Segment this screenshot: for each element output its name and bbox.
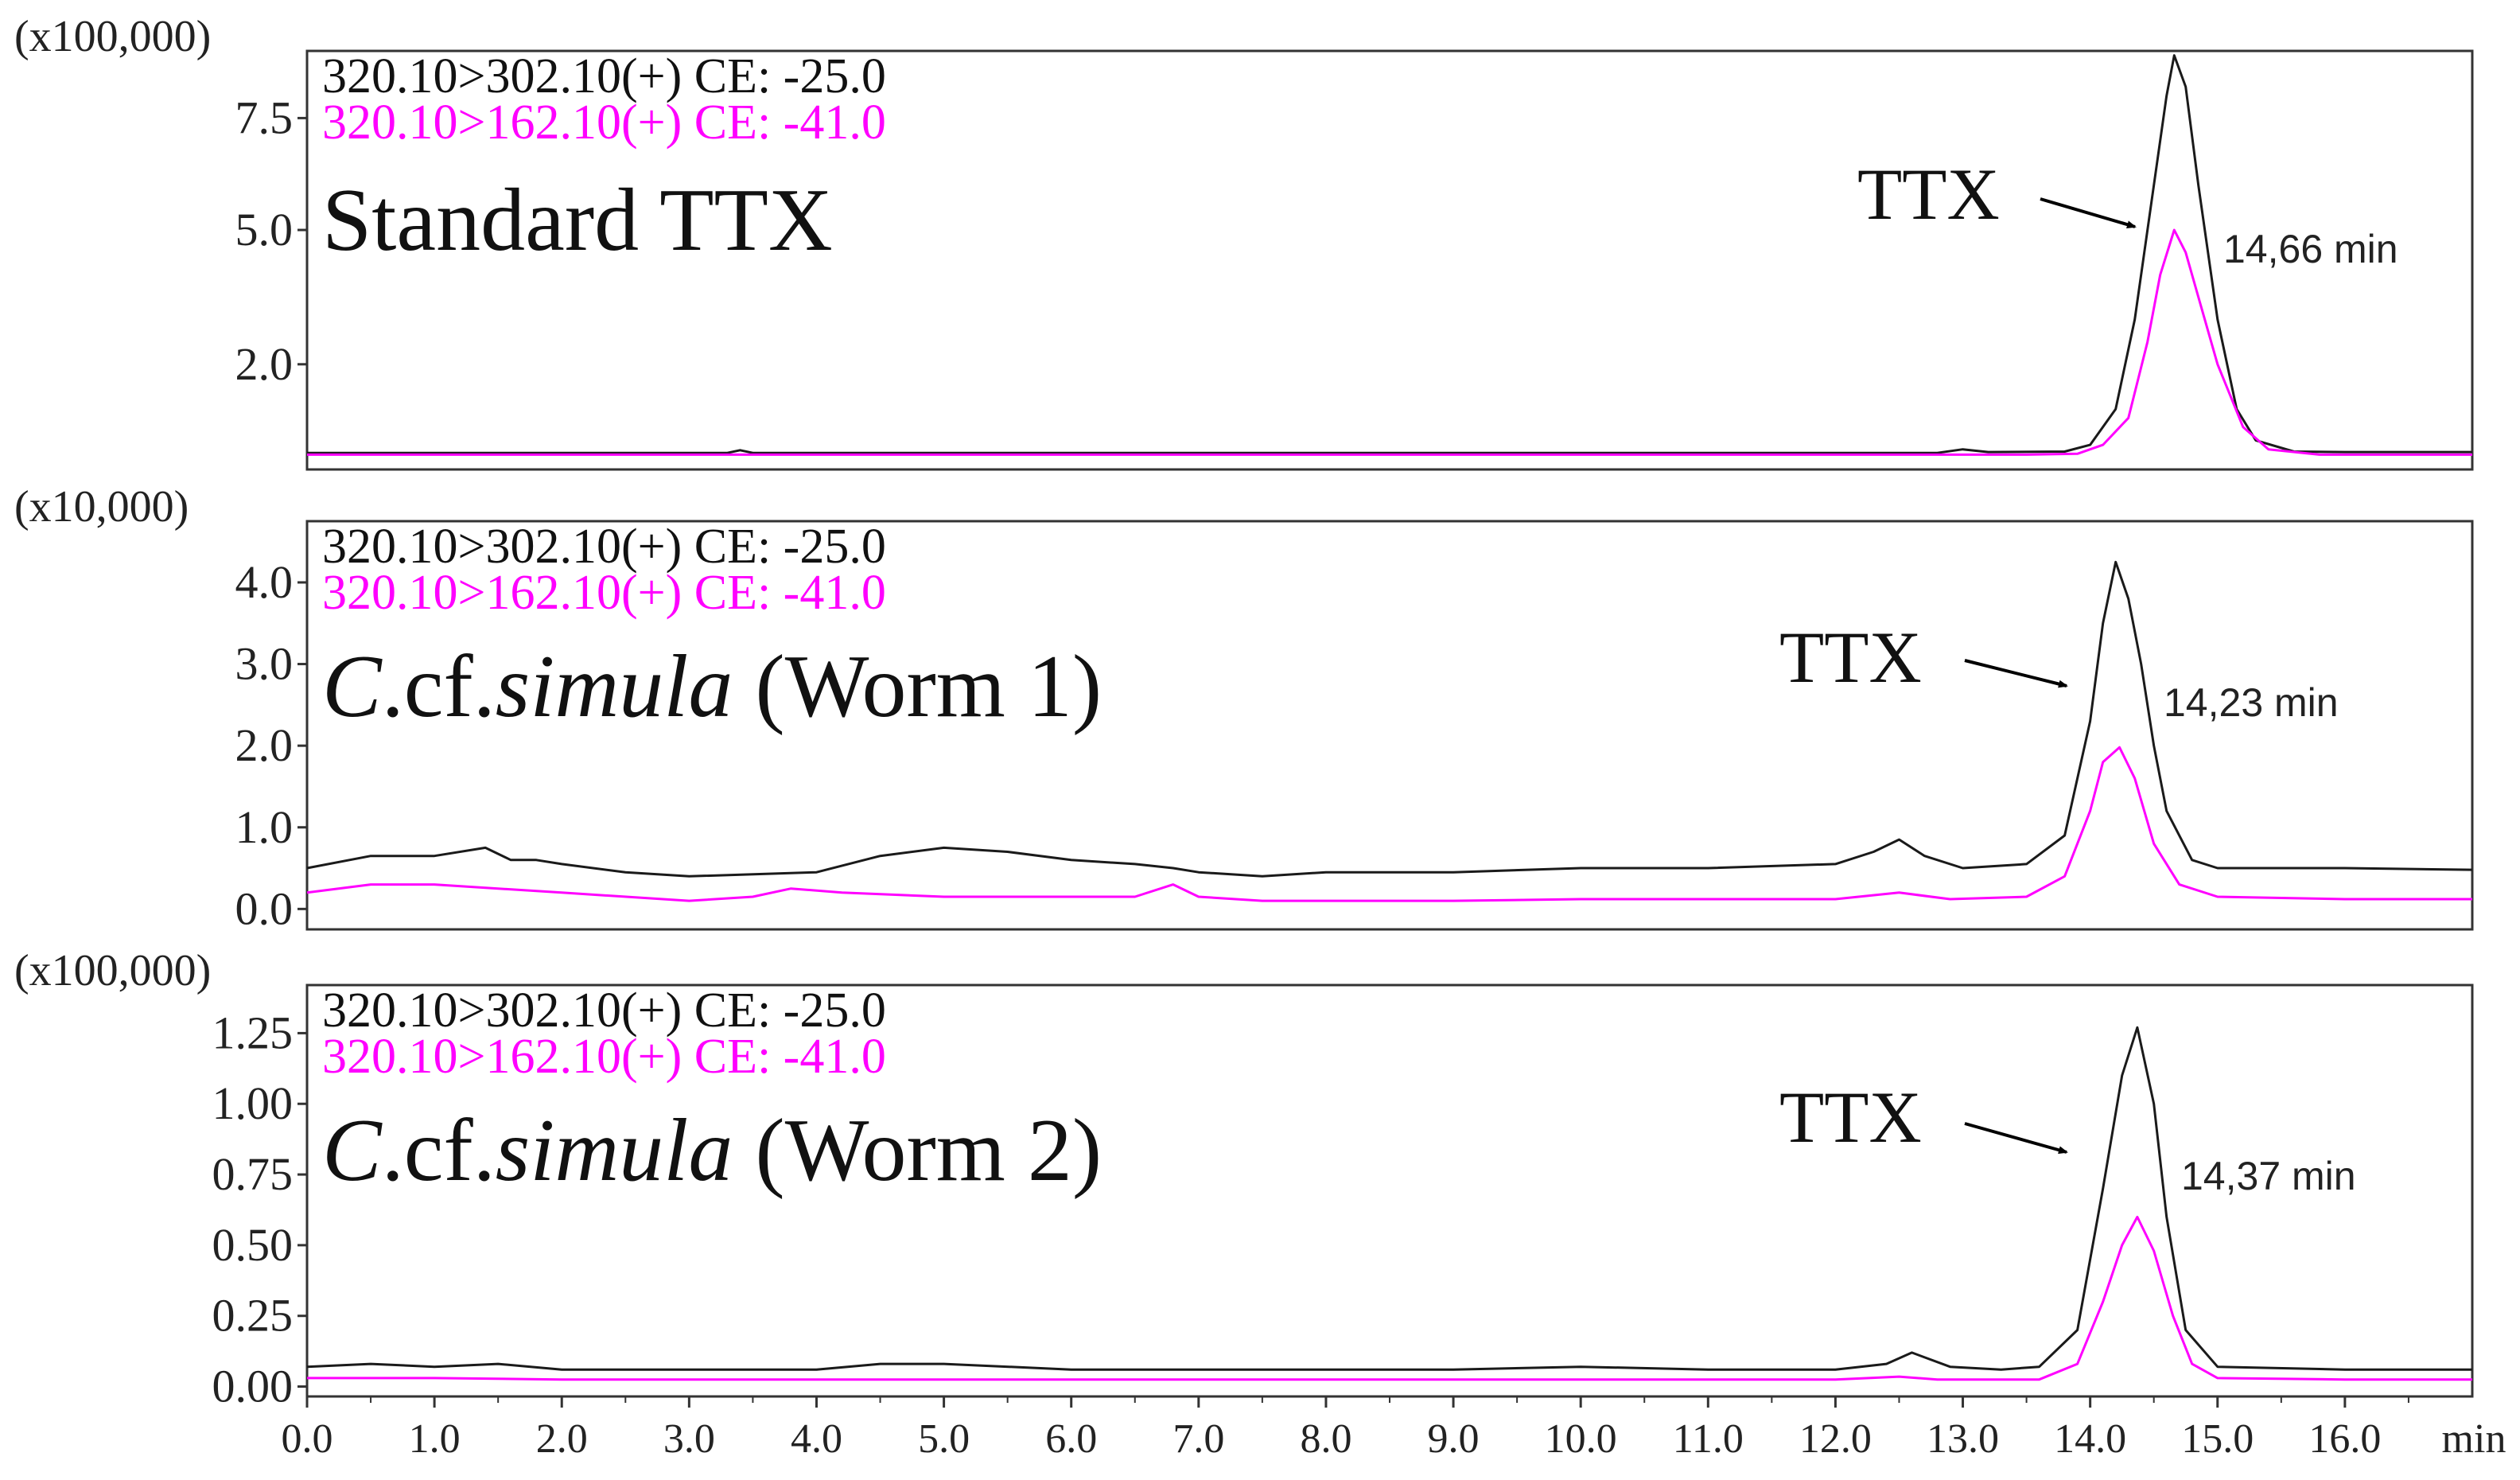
sample-label: C.cf.simula (Worm 2) — [322, 1101, 1102, 1200]
chromatogram-panel-3: (x100,000) 0.00 0.25 0.50 0.75 1.00 1.25 320.10… — [14, 946, 2474, 1412]
x-tick-label: 9.0 — [1428, 1416, 1480, 1462]
y-scale-label: (x100,000) — [14, 946, 211, 995]
peak-label: TTX — [1779, 617, 1922, 698]
x-tick-label: 13.0 — [1927, 1416, 1999, 1462]
x-tick-label: 15.0 — [2181, 1416, 2254, 1462]
legend-entry-302: 320.10>302.10(+) CE: -25.0 — [322, 49, 886, 103]
retention-time-label: 14,37 min — [2181, 1154, 2356, 1198]
y-tick-label: 1.00 — [212, 1077, 294, 1129]
x-tick-label: 5.0 — [918, 1416, 970, 1462]
legend-entry-302: 320.10>302.10(+) CE: -25.0 — [322, 983, 886, 1038]
x-tick-label: 8.0 — [1300, 1416, 1351, 1462]
y-tick-label: 7.5 — [235, 92, 294, 143]
retention-time-label: 14,23 min — [2164, 680, 2339, 725]
x-tick-label: 16.0 — [2308, 1416, 2381, 1462]
x-tick-label: 11.0 — [1673, 1416, 1744, 1462]
y-tick-label: 0.0 — [235, 882, 294, 934]
y-tick-label: 2.0 — [235, 719, 294, 771]
peak-label: TTX — [1857, 154, 2000, 235]
y-tick-label: 0.25 — [212, 1290, 294, 1342]
peak-label: TTX — [1779, 1077, 1922, 1158]
x-tick-label: 12.0 — [1799, 1416, 1872, 1462]
plot-frame — [305, 520, 2474, 931]
x-tick-label: 2.0 — [536, 1416, 588, 1462]
sample-label: C.cf.simula (Worm 1) — [322, 637, 1102, 736]
series-line-162 — [307, 1215, 2472, 1381]
legend-entry-162: 320.10>162.10(+) CE: -41.0 — [322, 1030, 886, 1084]
x-tick-label: 3.0 — [663, 1416, 715, 1462]
legend-entry-302: 320.10>302.10(+) CE: -25.0 — [322, 520, 886, 574]
x-tick-label: 1.0 — [409, 1416, 461, 1462]
x-tick-label: 14.0 — [2054, 1416, 2126, 1462]
y-tick-label: 0.75 — [212, 1148, 294, 1200]
x-tick-label: 4.0 — [791, 1416, 842, 1462]
y-scale-label: (x100,000) — [14, 12, 211, 61]
legend-entry-162: 320.10>162.10(+) CE: -41.0 — [322, 566, 886, 620]
series-line-302 — [306, 1026, 2472, 1371]
x-tick-label: 0.0 — [282, 1416, 333, 1462]
x-axis-unit: min — [2442, 1416, 2506, 1462]
y-tick-label: 5.0 — [235, 204, 294, 255]
series-line-162 — [306, 746, 2472, 902]
series-line-302 — [307, 54, 2472, 454]
x-axis: 0.0 1.0 2.0 3.0 4.0 5.0 6.0 7.0 8.0 9.0 10.0 11.0 12… — [282, 1396, 2506, 1462]
y-tick-label: 1.0 — [235, 801, 294, 853]
y-tick-label: 1.25 — [212, 1007, 294, 1058]
y-tick-label: 0.00 — [212, 1361, 294, 1412]
series-line-162 — [307, 228, 2472, 456]
y-tick-label: 0.50 — [212, 1219, 294, 1271]
y-tick-label: 3.0 — [235, 638, 294, 690]
y-tick-label: 2.0 — [235, 338, 294, 390]
series-line-302 — [306, 560, 2473, 878]
y-tick-label: 4.0 — [235, 556, 294, 608]
plot-frame — [305, 49, 2474, 471]
peak-arrow — [2040, 197, 2137, 228]
legend-entry-162: 320.10>162.10(+) CE: -41.0 — [322, 95, 886, 150]
sample-label: Standard TTX — [322, 171, 833, 270]
peak-arrow — [1964, 659, 2068, 688]
y-scale-label: (x10,000) — [14, 482, 189, 532]
peak-arrow — [1964, 1122, 2068, 1155]
x-tick-label: 7.0 — [1172, 1416, 1224, 1462]
x-tick-label: 10.0 — [1545, 1416, 1617, 1462]
chromatogram-panel-1: (x100,000) 2.0 5.0 7.5 320.10>302.10(+) CE: … — [14, 12, 2474, 471]
retention-time-label: 14,66 min — [2223, 227, 2398, 271]
x-tick-label: 6.0 — [1045, 1416, 1097, 1462]
chromatogram-panel-2: (x10,000) 0.0 1.0 2.0 3.0 4.0 320.10>302.10(+)… — [14, 482, 2474, 934]
